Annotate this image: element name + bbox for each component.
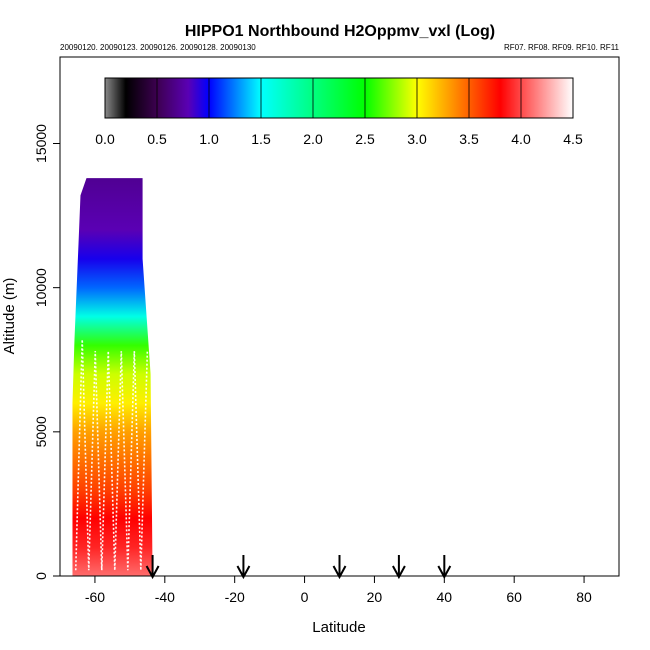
chart-subtitle-dates: 20090120. 20090123. 20090126. 20090128. … [60, 43, 256, 52]
y-tick-label: 0 [33, 572, 49, 580]
colorbar-tick-label: 0.0 [95, 131, 115, 147]
chart-title: HIPPO1 Northbound H2Oppmv_vxl (Log) [185, 23, 495, 40]
colorbar-tick-label: 4.0 [511, 131, 531, 147]
chart-subtitle-flights: RF07. RF08. RF09. RF10. RF11 [504, 43, 620, 52]
arrow-head [392, 565, 406, 580]
arrow-head [437, 565, 452, 580]
colorbar-tick-label: 4.5 [563, 131, 583, 147]
curtain-region [72, 178, 153, 576]
y-tick-label: 5000 [33, 416, 49, 447]
arrow-head [236, 565, 251, 580]
arrow-head [332, 565, 347, 580]
x-tick-label: 0 [301, 589, 309, 605]
x-tick-label: 80 [576, 589, 592, 605]
colorbar-tick-label: 2.5 [355, 131, 375, 147]
colorbar-tick-label: 1.5 [251, 131, 271, 147]
x-tick-label: -20 [225, 589, 245, 605]
flight-track [74, 339, 149, 571]
colorbar-tick-label: 1.0 [199, 131, 219, 147]
flight-arrows [145, 555, 452, 580]
y-tick-label: 10000 [33, 268, 49, 307]
y-tick-label: 15000 [33, 124, 49, 163]
colorbar: 0.0 0.5 1.0 1.5 2.0 2.5 3.0 3.5 4.0 4.5 [95, 77, 583, 147]
x-tick-label: 40 [437, 589, 453, 605]
y-axis: 0 5000 10000 15000 [33, 124, 60, 580]
colorbar-gradient [104, 77, 574, 119]
y-axis-label: Altitude (m) [1, 278, 18, 355]
x-tick-label: 20 [367, 589, 383, 605]
colorbar-tick-label: 0.5 [147, 131, 167, 147]
x-tick-label: -60 [85, 589, 105, 605]
colorbar-ticks: 0.0 0.5 1.0 1.5 2.0 2.5 3.0 3.5 4.0 4.5 [95, 78, 583, 147]
arrow-head [145, 565, 160, 580]
data-layer [72, 178, 153, 576]
x-axis: -60 -40 -20 0 20 40 60 80 [85, 576, 592, 605]
x-axis-label: Latitude [312, 619, 365, 636]
colorbar-tick-label: 3.5 [459, 131, 479, 147]
colorbar-tick-label: 3.0 [407, 131, 427, 147]
colorbar-tick-label: 2.0 [303, 131, 323, 147]
x-tick-label: -40 [155, 589, 175, 605]
x-tick-label: 60 [506, 589, 522, 605]
